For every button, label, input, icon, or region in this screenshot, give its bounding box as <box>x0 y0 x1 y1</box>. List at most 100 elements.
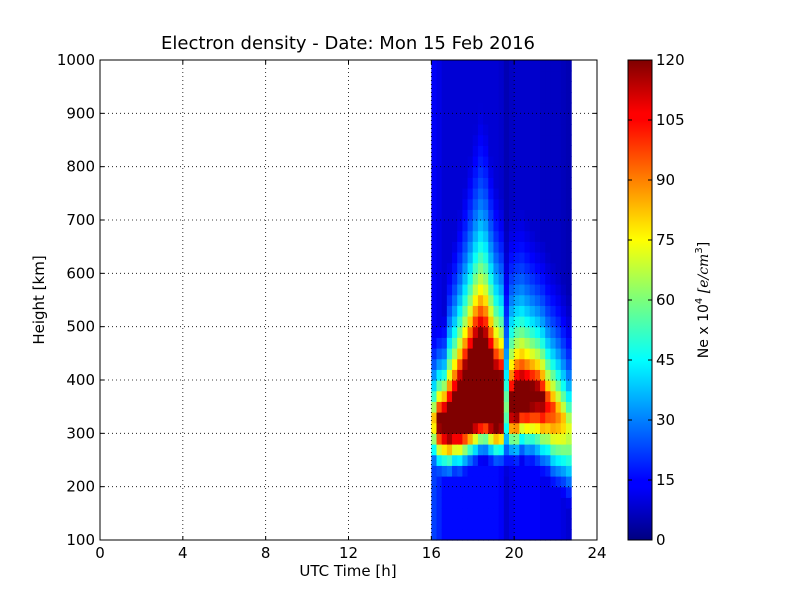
colorbar-tick-label: 105 <box>656 111 685 129</box>
heatmap-cell <box>467 412 474 424</box>
heatmap-cell <box>508 412 515 424</box>
heatmap-cell <box>545 422 552 434</box>
heatmap-cell <box>503 380 510 392</box>
heatmap-cell <box>524 177 531 189</box>
heatmap-cell <box>529 81 536 93</box>
heatmap-cell <box>508 92 515 104</box>
heatmap-cell <box>540 316 546 328</box>
heatmap-cell <box>452 124 458 136</box>
heatmap-cell <box>529 273 536 285</box>
heatmap-cell <box>514 529 520 541</box>
heatmap-cell <box>498 358 505 370</box>
heatmap-cell <box>446 390 453 402</box>
colorbar-label-unit: [e/cm <box>696 254 712 294</box>
heatmap-cell <box>477 508 484 520</box>
heatmap-cell <box>555 124 562 136</box>
heatmap-cell <box>452 81 458 93</box>
heatmap-cell <box>545 433 552 445</box>
heatmap-cell <box>529 316 536 328</box>
heatmap-cell <box>519 486 526 498</box>
heatmap-cell <box>529 348 536 360</box>
heatmap-cell <box>540 380 546 392</box>
heatmap-cell <box>431 284 438 296</box>
heatmap-cell <box>508 209 515 221</box>
heatmap-cell <box>446 166 453 178</box>
heatmap-cell <box>498 422 505 434</box>
heatmap-cell <box>436 508 443 520</box>
heatmap-cell <box>540 81 546 93</box>
heatmap-cell <box>431 145 438 157</box>
heatmap-cell <box>483 305 489 317</box>
heatmap-cell <box>467 177 474 189</box>
heatmap-cell <box>467 81 474 93</box>
heatmap-cell <box>503 529 510 541</box>
heatmap-cell <box>555 156 562 168</box>
heatmap-cell <box>545 390 552 402</box>
heatmap-cell <box>431 92 438 104</box>
heatmap-cell <box>498 305 505 317</box>
heatmap-cell <box>467 486 474 498</box>
y-axis: 100 200 300 400 500 600 700 800 900 1000 <box>57 51 597 549</box>
heatmap-cell <box>545 124 552 136</box>
heatmap-cell <box>446 454 453 466</box>
heatmap-cell <box>446 230 453 242</box>
heatmap-cell <box>452 156 458 168</box>
heatmap-cell <box>508 241 515 253</box>
heatmap-cell <box>529 102 536 114</box>
heatmap-cell <box>545 262 552 274</box>
heatmap-cell <box>477 60 484 72</box>
heatmap-cell <box>550 102 557 114</box>
heatmap-cell <box>560 92 567 104</box>
heatmap-cell <box>457 326 463 338</box>
heatmap-cell <box>508 230 515 242</box>
heatmap-cell <box>436 241 443 253</box>
heatmap-cell <box>431 508 438 520</box>
heatmap-cell <box>436 390 443 402</box>
heatmap-cell <box>446 358 453 370</box>
heatmap-cell <box>446 92 453 104</box>
heatmap-cell <box>503 230 510 242</box>
heatmap-cell <box>498 124 505 136</box>
heatmap-cell <box>524 124 531 136</box>
heatmap-cell <box>508 465 515 477</box>
heatmap-cell <box>503 284 510 296</box>
heatmap-cell <box>452 518 458 530</box>
heatmap-cell <box>472 102 479 114</box>
heatmap-cell <box>550 476 557 488</box>
heatmap-cell <box>503 358 510 370</box>
heatmap-cell <box>467 508 474 520</box>
heatmap-cell <box>550 433 557 445</box>
heatmap-cell <box>483 486 489 498</box>
heatmap-cell <box>467 284 474 296</box>
heatmap-cell <box>519 305 526 317</box>
heatmap-cell <box>545 326 552 338</box>
heatmap-cell <box>550 486 557 498</box>
heatmap-cell <box>550 508 557 520</box>
heatmap-cell <box>488 454 495 466</box>
heatmap-cell <box>545 454 552 466</box>
heatmap-cell <box>503 166 510 178</box>
heatmap-cell <box>555 529 562 541</box>
heatmap-cell <box>457 497 463 509</box>
heatmap-cell <box>462 145 469 157</box>
heatmap-cell <box>441 294 448 306</box>
heatmap-cell <box>503 102 510 114</box>
heatmap-cell <box>550 529 557 541</box>
heatmap-cell <box>503 262 510 274</box>
heatmap-cell <box>488 230 495 242</box>
heatmap-cell <box>477 337 484 349</box>
heatmap-cell <box>493 188 500 200</box>
heatmap-cell <box>436 412 443 424</box>
heatmap-cell <box>483 444 489 456</box>
heatmap-cell <box>462 444 469 456</box>
heatmap-cell <box>457 348 463 360</box>
heatmap-cell <box>462 294 469 306</box>
heatmap-cell <box>540 390 546 402</box>
heatmap-cell <box>534 188 541 200</box>
heatmap-cell <box>462 92 469 104</box>
heatmap-cell <box>457 188 463 200</box>
heatmap-cell <box>457 465 463 477</box>
heatmap-cell <box>467 326 474 338</box>
heatmap-cell <box>462 465 469 477</box>
heatmap-cell <box>452 422 458 434</box>
